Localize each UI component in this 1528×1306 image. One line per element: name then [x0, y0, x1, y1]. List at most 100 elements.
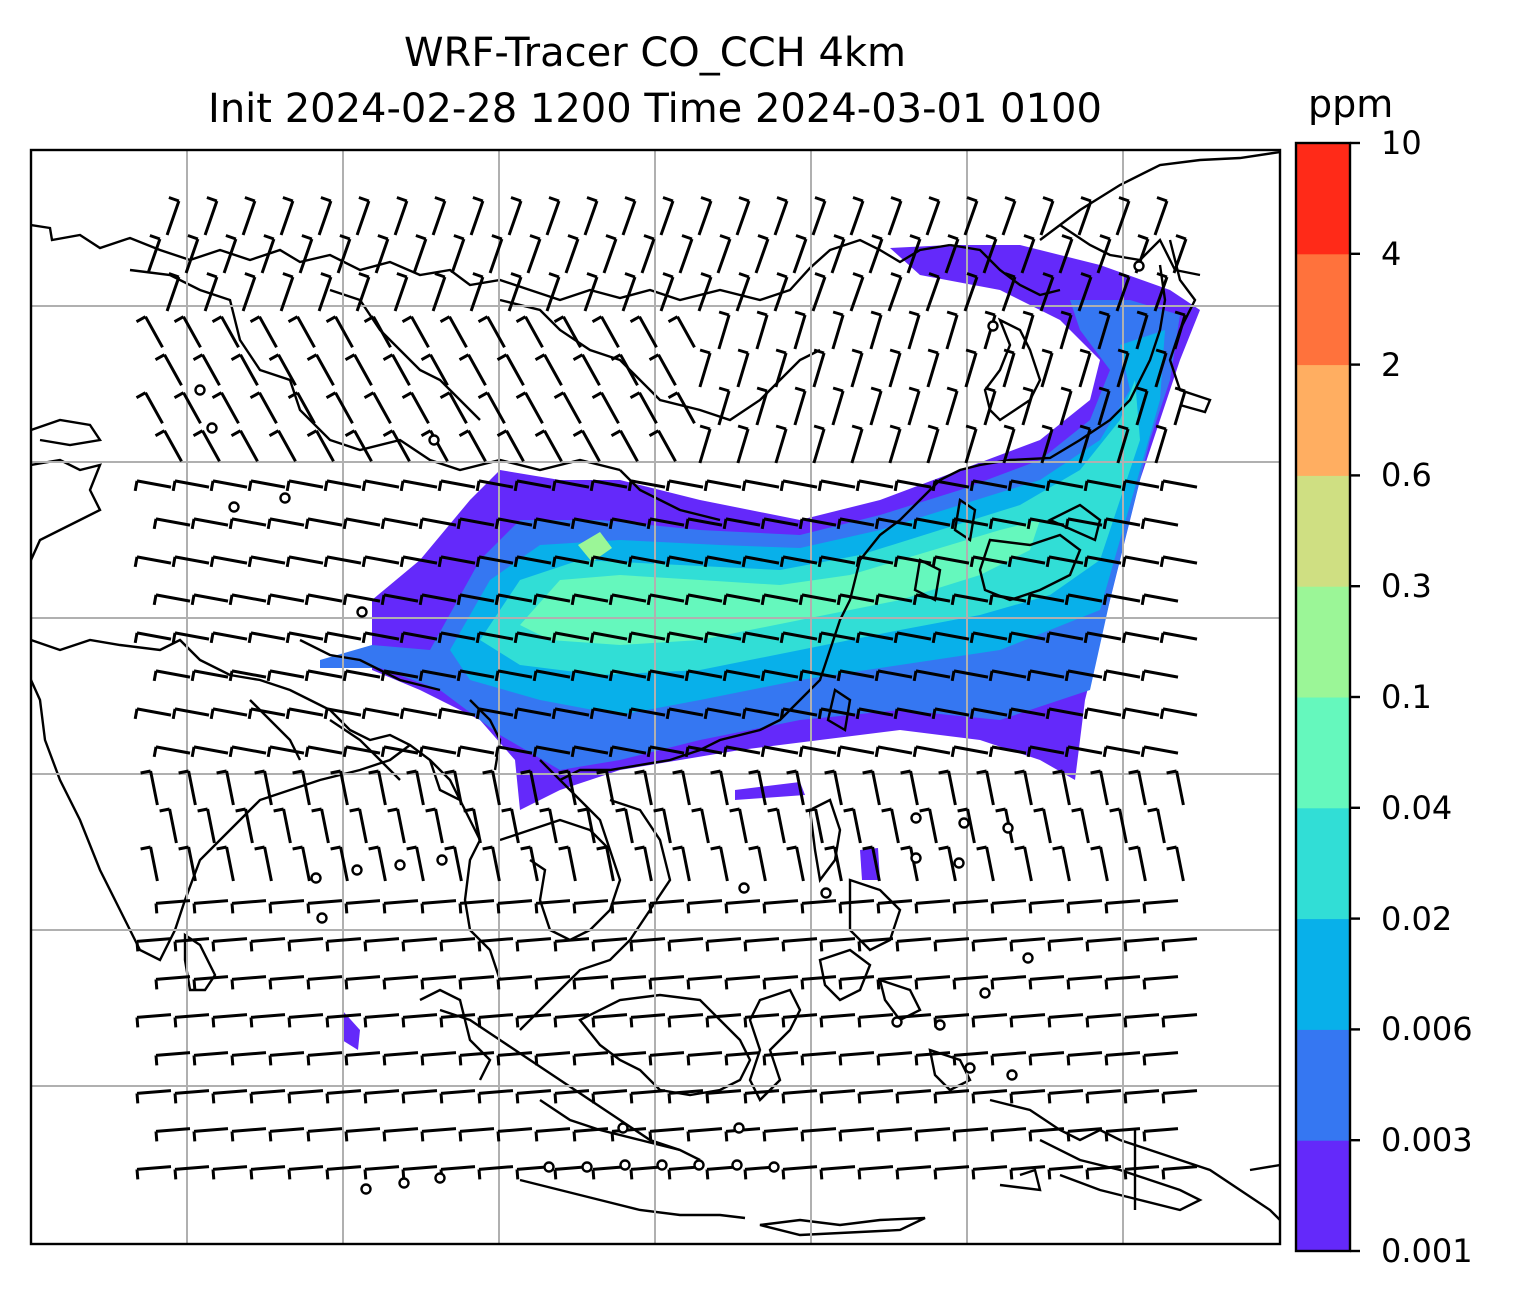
wind-barb	[703, 479, 742, 492]
wind-barb	[437, 555, 476, 568]
wind-barb	[268, 353, 297, 387]
wind-barb	[608, 745, 647, 758]
wind-barb	[387, 807, 406, 844]
wind-barb	[610, 429, 639, 463]
wind-barb	[425, 807, 444, 844]
wind-barb	[532, 669, 571, 682]
wind-barb	[266, 669, 305, 682]
wind-barb	[781, 937, 818, 952]
colorbar	[1294, 141, 1360, 1253]
wind-barb	[494, 745, 533, 758]
wind-barb	[634, 769, 653, 806]
wind-barb	[933, 1165, 970, 1180]
wind-barb	[665, 707, 704, 720]
wind-barb	[420, 353, 449, 387]
wind-barb	[412, 234, 428, 274]
wind-barb	[767, 807, 786, 844]
wind-barb	[361, 631, 400, 644]
wind-barb	[439, 1089, 476, 1104]
wind-barb	[249, 391, 278, 425]
wind-barb	[1001, 196, 1017, 236]
wind-barb	[855, 555, 894, 568]
wind-barb	[539, 807, 558, 844]
calm-wind-circle	[428, 434, 440, 446]
wind-barb	[648, 429, 677, 463]
wind-barb	[596, 845, 615, 882]
wind-barb	[475, 479, 514, 492]
wind-barb	[931, 479, 970, 492]
wind-barb	[926, 348, 940, 388]
wind-barb	[893, 707, 932, 720]
wind-barb	[458, 353, 487, 387]
wind-barb	[705, 937, 742, 952]
calm-wind-circle	[958, 817, 970, 829]
wind-barb	[857, 1165, 894, 1180]
wind-barb	[418, 669, 457, 682]
wind-barb	[133, 631, 172, 644]
wind-barb	[249, 937, 286, 952]
wind-barb	[1083, 631, 1122, 644]
wind-barb	[135, 1165, 172, 1180]
colorbar-tick-label: 0.04	[1381, 788, 1453, 827]
wind-barb	[988, 593, 1027, 606]
wind-barb	[627, 707, 666, 720]
wind-barb	[273, 807, 292, 844]
wind-barb	[469, 196, 485, 236]
wind-barb	[1104, 1127, 1141, 1142]
wind-barb	[1009, 937, 1046, 952]
wind-barb	[736, 348, 750, 388]
wind-barb	[691, 807, 710, 844]
wind-barb	[249, 1013, 286, 1028]
wind-barb	[1142, 975, 1179, 990]
colorbar-segment	[1296, 475, 1350, 587]
wind-barb	[247, 707, 286, 720]
colorbar-segment	[1296, 253, 1350, 366]
wind-barb	[1066, 975, 1103, 990]
wind-barb	[831, 386, 845, 426]
wind-barb	[178, 845, 197, 882]
wind-barb	[952, 1127, 989, 1142]
wind-barb	[152, 517, 191, 530]
wind-barb	[1104, 899, 1141, 914]
wind-barb	[950, 593, 989, 606]
wind-barb	[684, 517, 723, 530]
wind-barb	[406, 845, 425, 882]
wind-barb	[306, 899, 343, 914]
wind-barb	[1135, 310, 1149, 350]
wind-barb	[1021, 386, 1035, 426]
calm-wind-circle	[436, 854, 448, 866]
wind-barb	[570, 745, 609, 758]
wind-barb	[1161, 1089, 1198, 1104]
wind-barb	[268, 975, 305, 990]
wind-barb	[971, 937, 1008, 952]
wind-barb	[1166, 845, 1185, 882]
colorbar-segment	[1296, 697, 1350, 809]
wind-barb	[534, 975, 571, 990]
wind-barb	[494, 593, 533, 606]
wind-barb	[558, 769, 577, 806]
wind-barb	[1045, 631, 1084, 644]
wind-barb	[266, 745, 305, 758]
wind-barb	[976, 769, 995, 806]
wind-barb	[900, 769, 919, 806]
wind-barb	[610, 975, 647, 990]
wind-barb	[591, 391, 620, 425]
wind-barb	[545, 196, 561, 236]
wind-barb	[869, 310, 883, 350]
wind-barb	[572, 353, 601, 387]
wind-barb	[133, 707, 172, 720]
wind-barb	[382, 1127, 419, 1142]
wind-barb	[1140, 593, 1179, 606]
wind-barb	[914, 975, 951, 990]
wind-barb	[211, 1165, 248, 1180]
wind-barb	[515, 391, 544, 425]
wind-barb	[798, 517, 837, 530]
wind-barb	[241, 196, 257, 236]
wind-barb	[178, 769, 197, 806]
wind-barb	[990, 899, 1027, 914]
wind-barb	[211, 315, 240, 349]
wind-barb	[558, 845, 577, 882]
wind-barb	[589, 555, 628, 568]
wind-barb	[406, 769, 425, 806]
wind-barb	[368, 769, 387, 806]
